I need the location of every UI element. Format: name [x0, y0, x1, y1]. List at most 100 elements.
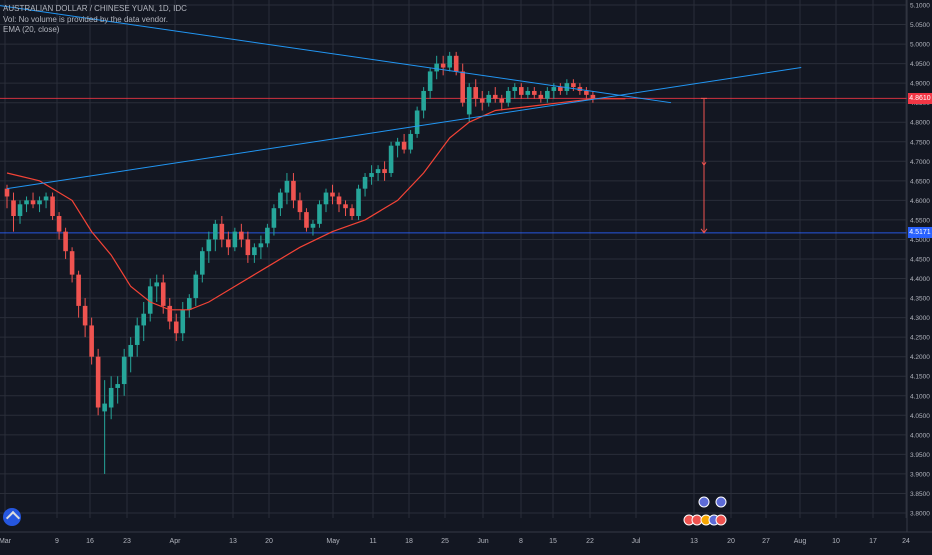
y-tick-label: 4.6000: [910, 198, 930, 205]
y-tick-label: 4.3000: [910, 315, 930, 322]
x-tick-label: 10: [832, 538, 840, 545]
candle-body: [518, 87, 524, 95]
candle-body: [102, 403, 107, 412]
y-tick-label: 4.4500: [910, 257, 930, 264]
candle-body: [128, 344, 133, 357]
candle-body: [167, 305, 173, 322]
candle-body: [121, 356, 127, 385]
projection-mid-arrow: [701, 161, 707, 167]
event-markers-icon[interactable]: [683, 496, 727, 526]
y-tick-label: 5.0000: [910, 42, 930, 49]
candle-body: [492, 94, 498, 99]
candle-body: [76, 274, 81, 306]
trendline-lower-support: [6, 67, 802, 190]
candle-body: [590, 94, 596, 99]
candle-body: [245, 239, 251, 256]
candle-body: [356, 188, 361, 217]
candle-body: [551, 87, 557, 91]
candle-body: [317, 204, 322, 224]
candle-body: [50, 196, 55, 217]
ema-line: [6, 98, 626, 311]
candle-body: [362, 176, 368, 189]
y-tick-label: 5.0500: [910, 22, 930, 29]
candle-body: [558, 87, 563, 91]
x-tick-label: 23: [123, 538, 131, 545]
candle-body: [186, 298, 192, 310]
candle-body: [213, 223, 218, 240]
candle-body: [226, 239, 231, 248]
candle-body: [323, 192, 329, 205]
ema-20-line: [6, 98, 626, 311]
y-tick-label: 4.1000: [910, 393, 930, 400]
candle-body: [564, 83, 570, 91]
candle-body: [571, 83, 576, 88]
y-tick-label: 4.5000: [910, 237, 930, 244]
candle-body: [11, 200, 16, 217]
candle-body: [258, 243, 264, 248]
x-tick-label: May: [326, 538, 340, 545]
price-levels: [0, 97, 907, 234]
x-tick-label: 17: [869, 538, 877, 545]
y-tick-label: 5.1000: [910, 3, 930, 10]
candle-body: [434, 63, 439, 72]
x-tick-label: 24: [902, 538, 910, 545]
trendlines: [0, 5, 802, 190]
candle-body: [206, 239, 212, 252]
x-tick-label: Mar: [0, 538, 12, 545]
candle-body: [30, 200, 36, 205]
y-tick-label: 3.8000: [910, 511, 930, 518]
volume-note: Vol: No volume is provided by the data v…: [3, 14, 168, 24]
candle-body: [505, 90, 511, 103]
candle-body: [395, 141, 400, 146]
candle-body: [473, 87, 479, 99]
y-tick-label: 4.3500: [910, 296, 930, 303]
x-tick-label: 13: [690, 538, 698, 545]
ema-legend-label[interactable]: EMA (20, close): [3, 25, 60, 34]
candle-body: [63, 231, 68, 252]
candle-body: [343, 204, 348, 209]
x-tick-label: 15: [549, 538, 557, 545]
candle-body: [401, 141, 407, 150]
candle-body: [512, 87, 518, 91]
y-tick-label: 4.4000: [910, 276, 930, 283]
candle-body: [369, 173, 374, 177]
candle-body: [304, 212, 309, 228]
y-tick-label: 4.2000: [910, 354, 930, 361]
x-tick-label: 20: [727, 538, 735, 545]
candle-body: [56, 216, 62, 232]
candle-body: [291, 180, 296, 201]
candle-body: [17, 204, 23, 217]
x-tick-label: Jul: [632, 538, 641, 545]
candle-body: [388, 145, 394, 174]
current-price-tag: 4.8610: [908, 92, 932, 104]
y-tick-label: 4.2500: [910, 335, 930, 342]
candle-body: [24, 200, 29, 205]
candle-body: [297, 200, 303, 213]
candle-body: [89, 325, 94, 357]
x-tick-label: 25: [441, 538, 449, 545]
candle-body: [421, 90, 426, 111]
candle-body: [310, 223, 316, 228]
tradingview-logo-icon[interactable]: [3, 508, 21, 526]
candle-body: [349, 208, 355, 217]
x-tick-label: 22: [586, 538, 594, 545]
y-tick-label: 4.7500: [910, 139, 930, 146]
candle-body: [538, 94, 544, 99]
candle-body: [330, 192, 335, 197]
candle-body: [414, 110, 420, 134]
event-marker: [715, 514, 727, 526]
candle-body: [278, 192, 283, 209]
candle-body: [532, 90, 537, 95]
candle-body: [193, 274, 199, 299]
candle-body: [447, 55, 452, 68]
event-marker: [715, 496, 727, 508]
candle-body: [200, 251, 205, 275]
candle-body: [43, 196, 49, 201]
y-tick-label: 4.0500: [910, 413, 930, 420]
candle-body: [265, 227, 270, 244]
candle-body: [141, 313, 147, 326]
candle-body: [154, 282, 160, 287]
chart-legend: AUSTRALIAN DOLLAR / CHINESE YUAN, 1D, ID…: [3, 4, 187, 36]
